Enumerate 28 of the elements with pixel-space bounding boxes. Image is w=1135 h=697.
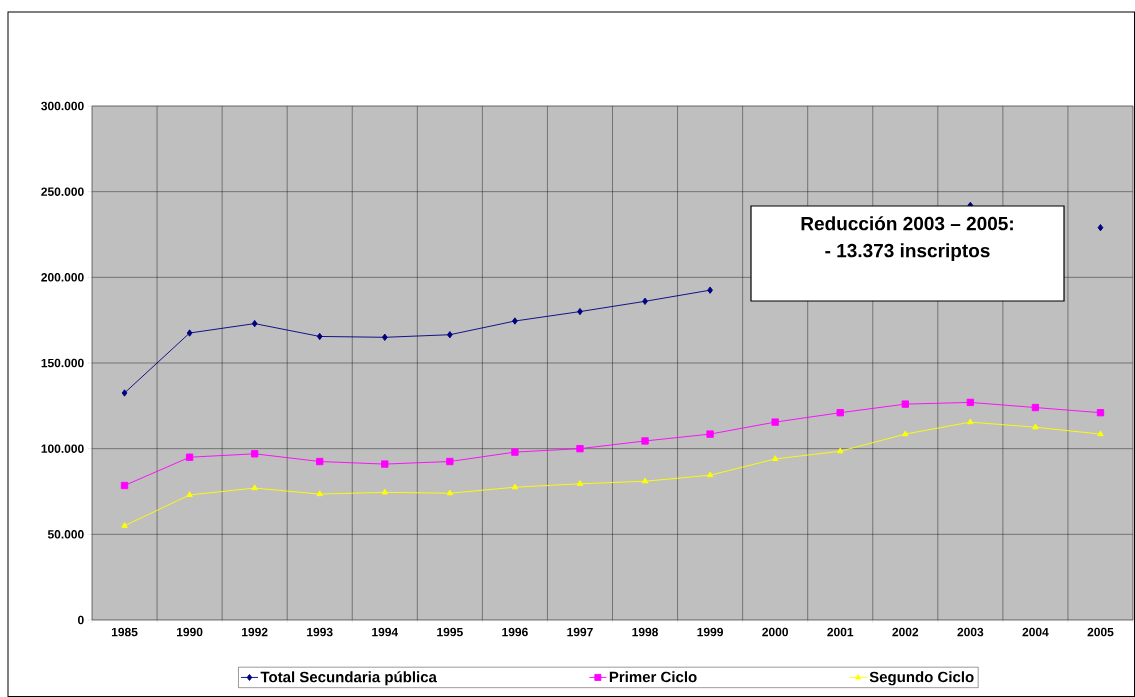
x-tick-label: 1995 [437,627,463,637]
y-tick-label: 300.000 [41,101,84,111]
legend-label: Primer Ciclo [609,671,697,683]
x-tick-label: 1996 [502,627,528,637]
x-tick-label: 1998 [632,627,659,637]
x-tick-label: 1990 [177,627,203,637]
x-tick-label: 2000 [762,627,789,637]
annotation: - 13.373 inscriptos [825,243,990,262]
x-tick-label: 2002 [892,627,919,637]
x-tick-label: 1992 [242,627,268,637]
x-tick-label: 1999 [697,627,723,637]
x-tick-label: 1985 [111,627,138,637]
x-tick-label: 1997 [567,627,593,637]
x-tick-label: 1993 [307,627,333,637]
annotation: Reducción 2003 – 2005: [801,216,1013,231]
x-tick-label: 1994 [372,627,399,637]
legend-label: Segundo Ciclo [869,671,974,686]
y-tick-label: 150.000 [41,358,84,368]
x-tick-label: 2004 [1022,627,1049,637]
y-tick-label: 200.000 [41,273,84,282]
y-tick-label: 50.000 [47,530,84,539]
y-tick-label: 100.000 [41,444,84,453]
x-tick-label: 2003 [957,627,984,637]
y-tick-label: 0 [78,615,84,625]
legend-label: Total Secundaria pública [260,671,437,686]
y-tick-label: 250.000 [41,187,84,196]
x-tick-label: 2001 [827,627,854,637]
x-tick-label: 2005 [1087,627,1114,637]
